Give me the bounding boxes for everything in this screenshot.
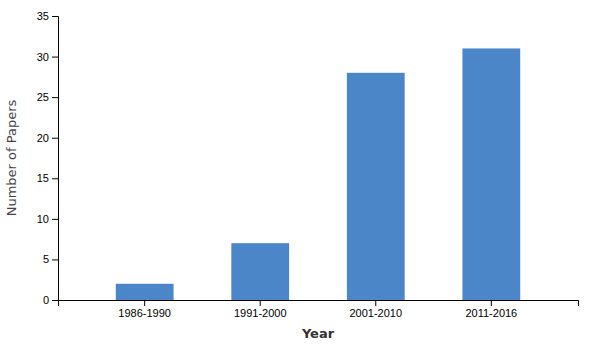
x-tick-mark bbox=[260, 300, 261, 306]
y-axis: 0 5 10 15 20 25 30 35 bbox=[37, 10, 59, 306]
y-tick: 25 bbox=[37, 91, 58, 103]
y-tick-label: 25 bbox=[37, 91, 49, 103]
x-tick-label: 1991-2000 bbox=[234, 307, 287, 319]
y-tick-label: 0 bbox=[43, 294, 49, 306]
x-tick-label: 2011-2016 bbox=[465, 307, 517, 319]
y-tick-mark bbox=[52, 16, 58, 17]
x-tick-label: 2001-2010 bbox=[349, 307, 402, 319]
bar bbox=[231, 243, 289, 300]
marks bbox=[116, 48, 520, 300]
y-tick-label: 15 bbox=[37, 172, 49, 184]
y-tick: 15 bbox=[37, 172, 58, 184]
bar bbox=[462, 48, 520, 300]
y-tick: 10 bbox=[37, 213, 58, 225]
y-tick-mark bbox=[52, 259, 58, 260]
y-tick: 5 bbox=[43, 253, 58, 265]
y-tick-mark bbox=[52, 97, 58, 98]
chart-container: 1986-1990 1991-2000 2001-2010 2011-2016 0 5 10… bbox=[0, 0, 594, 348]
x-axis: 1986-1990 1991-2000 2001-2010 2011-2016 bbox=[59, 300, 579, 319]
y-tick: 30 bbox=[37, 51, 58, 63]
x-tick: 1986-1990 bbox=[118, 300, 171, 319]
y-tick-mark bbox=[52, 219, 58, 220]
x-tick: 2001-2010 bbox=[349, 300, 402, 319]
bar bbox=[347, 73, 405, 300]
y-tick-mark bbox=[52, 57, 58, 58]
x-axis-title: Year bbox=[301, 326, 335, 341]
x-tick-mark bbox=[491, 300, 492, 306]
y-tick-mark bbox=[52, 300, 58, 301]
y-tick: 20 bbox=[37, 132, 58, 144]
y-tick: 0 bbox=[43, 294, 58, 306]
y-axis-line bbox=[52, 17, 59, 301]
y-tick: 35 bbox=[37, 10, 58, 22]
x-tick-label: 1986-1990 bbox=[118, 307, 171, 319]
x-tick-mark bbox=[375, 300, 376, 306]
y-tick-label: 5 bbox=[43, 253, 49, 265]
x-axis-line bbox=[59, 301, 579, 307]
plot: 1986-1990 1991-2000 2001-2010 2011-2016 0 5 10… bbox=[37, 10, 579, 319]
y-axis-title: Number of Papers bbox=[4, 99, 19, 216]
y-tick-label: 10 bbox=[37, 213, 49, 225]
bar bbox=[116, 284, 174, 300]
y-tick-label: 35 bbox=[37, 10, 49, 22]
y-tick-label: 30 bbox=[37, 51, 49, 63]
x-tick: 2011-2016 bbox=[465, 300, 517, 319]
x-tick-mark bbox=[144, 300, 145, 306]
y-tick-mark bbox=[52, 178, 58, 179]
y-tick-mark bbox=[52, 138, 58, 139]
y-tick-label: 20 bbox=[37, 132, 49, 144]
x-tick: 1991-2000 bbox=[234, 300, 287, 319]
chart-svg: 1986-1990 1991-2000 2001-2010 2011-2016 0 5 10… bbox=[0, 0, 594, 348]
